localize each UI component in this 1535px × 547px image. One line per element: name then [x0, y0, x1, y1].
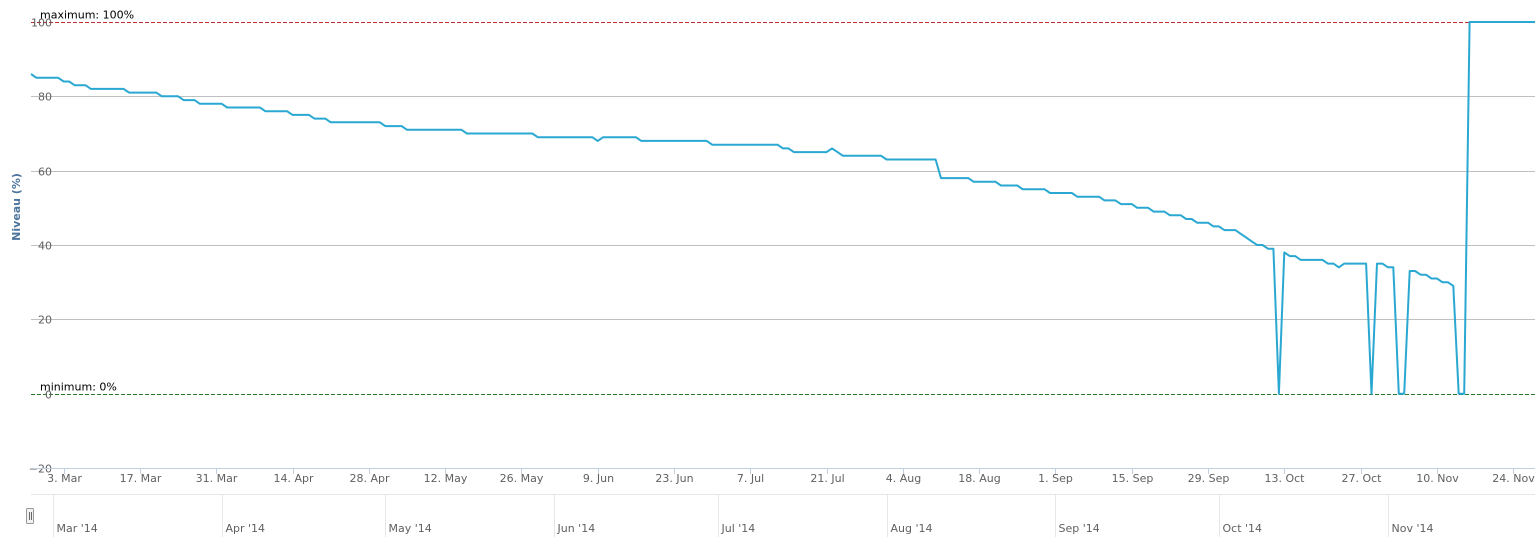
x-tick-label-5: 12. May — [424, 472, 468, 485]
x-tick-label-7: 9. Jun — [583, 472, 614, 485]
plot-line-label-0: maximum: 100% — [40, 9, 134, 22]
series-line-0 — [31, 22, 1535, 394]
x-tick-label-3: 14. Apr — [273, 472, 313, 485]
y-tick-label-80: 80 — [38, 91, 52, 104]
x-tick-label-12: 18. Aug — [958, 472, 1000, 485]
grid-lines — [31, 97, 1535, 469]
x-tick-label-1: 17. Mar — [120, 472, 162, 485]
x-axis: 3. Mar 17. Mar 31. Mar 14. Apr 28. Apr 12. Ma… — [31, 468, 1535, 485]
x-tick-label-8: 23. Jun — [655, 472, 693, 485]
x-tick-label-19: 24. Nov — [1492, 472, 1535, 485]
x-tick-label-6: 26. May — [500, 472, 544, 485]
y-tick-label-20: 20 — [38, 314, 52, 327]
x-tick-label-0: 3. Mar — [47, 472, 82, 485]
navigator-tick-label-4: Jul '14 — [721, 522, 756, 535]
navigator: Mar '14 Apr '14 May '14 Jun '14 Jul '14 Aug '… — [27, 495, 1535, 538]
x-tick-label-2: 31. Mar — [196, 472, 238, 485]
navigator-handle-left[interactable] — [27, 509, 34, 524]
y-axis-label: Niveau (%) — [10, 173, 23, 241]
navigator-tick-label-1: Apr '14 — [226, 522, 266, 535]
y-tick-label-60: 60 — [38, 166, 52, 179]
y-tick-label-0: 0 — [45, 389, 52, 402]
x-tick-label-13: 1. Sep — [1038, 472, 1073, 485]
x-tick-label-4: 28. Apr — [349, 472, 389, 485]
x-tick-label-11: 4. Aug — [886, 472, 921, 485]
navigator-tick-label-2: May '14 — [389, 522, 432, 535]
navigator-tick-label-6: Sep '14 — [1059, 522, 1100, 535]
navigator-tick-label-8: Nov '14 — [1392, 522, 1434, 535]
x-tick-label-9: 7. Jul — [737, 472, 764, 485]
navigator-tick-label-7: Oct '14 — [1223, 522, 1263, 535]
series — [31, 22, 1535, 394]
x-tick-label-18: 10. Nov — [1416, 472, 1459, 485]
plot-lines: maximum: 100%minimum: 0% — [31, 9, 1535, 395]
x-tick-label-15: 29. Sep — [1188, 472, 1230, 485]
y-tick-label-100: 100 — [31, 17, 52, 30]
navigator-tick-label-0: Mar '14 — [57, 522, 98, 535]
navigator-tick-label-3: Jun '14 — [557, 522, 596, 535]
navigator-tick-label-5: Aug '14 — [891, 522, 933, 535]
y-tick-label-40: 40 — [38, 240, 52, 253]
x-tick-label-14: 15. Sep — [1112, 472, 1154, 485]
x-tick-label-16: 13. Oct — [1264, 472, 1305, 485]
x-tick-label-17: 27. Oct — [1341, 472, 1382, 485]
x-tick-label-10: 21. Jul — [810, 472, 844, 485]
